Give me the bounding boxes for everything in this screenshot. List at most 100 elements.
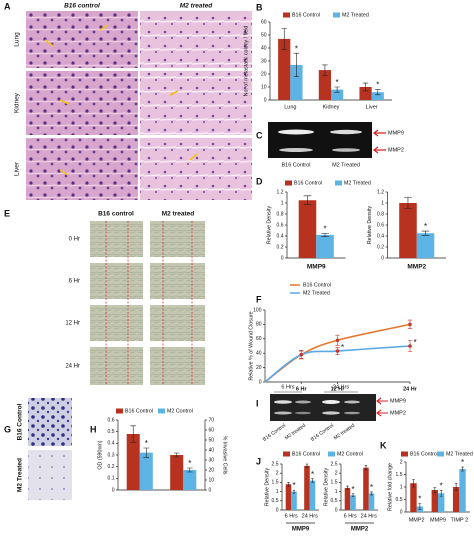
bar — [331, 89, 344, 100]
y-tick-label: 10 — [261, 84, 267, 90]
x-tick-label: Lung — [284, 104, 296, 110]
error-bar — [461, 466, 464, 472]
significance-mark: * — [311, 470, 314, 479]
x-tick-label: 24 Hrs — [302, 513, 318, 519]
row-label: 0 Hr — [69, 237, 80, 243]
column-header: M2 treated — [180, 3, 214, 10]
y-tick-label: 50 — [209, 437, 215, 443]
significance-mark: * — [413, 338, 416, 347]
group-label: MMP2 — [351, 527, 369, 533]
arrows — [373, 129, 386, 154]
bar — [368, 493, 375, 510]
row-label: Kidney — [14, 92, 21, 113]
column-header: B16 control — [64, 3, 100, 10]
y-tick-label: 0 — [335, 507, 338, 513]
significance-mark: * — [418, 495, 421, 504]
y-tick-label: 1 — [281, 200, 284, 206]
y-tick-label: 2 — [335, 471, 338, 477]
error-bar — [454, 482, 458, 492]
micrograph — [26, 11, 138, 68]
error-bar — [346, 485, 349, 491]
error-bar — [303, 195, 312, 205]
error-bar — [433, 487, 437, 493]
y-tick-label: 80 — [256, 322, 262, 328]
significance-mark: * — [341, 343, 344, 352]
error-bar — [292, 489, 296, 494]
scratch-lines — [105, 221, 193, 385]
error-bar — [293, 52, 300, 77]
row-label: 24 Hr — [65, 364, 80, 370]
marker — [335, 349, 340, 353]
y-tick-label: 40 — [256, 351, 262, 357]
band — [322, 411, 340, 415]
x-tick-label: MMP9 — [430, 517, 446, 523]
x-tick-label: 24 Hrs — [361, 513, 377, 519]
legend-label: M2 Control — [337, 451, 363, 457]
x-tick-label: 6 Hrs — [344, 513, 357, 519]
band — [274, 411, 292, 415]
y-tick-label: 0.4 — [277, 233, 284, 239]
legend-label: M2 Treated — [342, 12, 369, 18]
y-tick-label: 70 — [209, 417, 215, 423]
y-tick-label: 0.4 — [108, 441, 115, 447]
significance-mark: * — [461, 458, 464, 467]
y-axis-label: No. of metastatic colony / field — [243, 26, 249, 97]
panel-letter: F — [256, 294, 262, 304]
gel — [270, 394, 376, 421]
bar — [438, 493, 445, 512]
legend-swatch — [116, 408, 123, 414]
scratch-image — [90, 263, 143, 299]
legend-swatch — [283, 451, 290, 457]
y-tick-label: 30 — [209, 457, 215, 463]
scratch-image — [150, 263, 205, 299]
bar — [318, 70, 331, 100]
y-tick-label: 2 — [276, 471, 279, 477]
legend-swatch — [328, 451, 335, 457]
panel-letter: K — [380, 440, 387, 450]
x-tick-label: 12 Hr — [331, 386, 346, 392]
significance-mark: * — [292, 481, 295, 490]
panel-letter: C — [256, 130, 263, 140]
error-bar — [143, 447, 150, 458]
band-label: MMP9 — [390, 398, 406, 404]
time-label: 24 Hrs — [333, 384, 349, 390]
y-axis-label: Relative Density — [264, 468, 270, 507]
y-tick-label: 0.8 — [277, 211, 284, 217]
micrograph — [26, 138, 138, 200]
y-tick-label: 0.1 — [108, 476, 115, 482]
panel-letter: E — [4, 208, 10, 218]
legend-label: M2 Treated — [344, 180, 371, 186]
panel-letter: H — [90, 424, 97, 434]
lane-label: M2 treated — [333, 423, 356, 442]
significance-mark: * — [376, 81, 379, 90]
y-tick-label: 20 — [256, 365, 262, 371]
y-tick-label: 0 — [400, 509, 403, 515]
error-bar — [186, 467, 193, 473]
y-tick-label: 0 — [259, 379, 262, 385]
error-bar — [351, 493, 355, 498]
significance-mark: * — [323, 224, 326, 233]
row-label: Liver — [14, 161, 21, 176]
error-bar — [305, 463, 309, 468]
band — [332, 148, 360, 152]
error-bar — [130, 425, 137, 443]
y-tick-label: 0 — [112, 487, 115, 493]
row-label: M2 Treated — [17, 458, 24, 492]
row-label: Lung — [14, 32, 21, 47]
legend-swatch — [158, 408, 165, 414]
x-tick-label: MMP2 — [407, 264, 426, 271]
y-tick-label: 40 — [261, 45, 267, 51]
lane-label: M2 Treated — [332, 162, 360, 168]
y-tick-label: 50 — [261, 32, 267, 38]
error-bar — [362, 82, 369, 92]
micrographs-a — [26, 11, 252, 200]
y-axis-label: OD (590nm) — [97, 440, 103, 469]
legend-label: B16 Control — [292, 12, 320, 18]
column-header: M2 treated — [162, 211, 195, 218]
y-axis-label: Relative Density — [367, 206, 373, 245]
y-tick-label: 0.2 — [277, 244, 284, 250]
y-tick-label: 40 — [209, 447, 215, 453]
legend-swatch — [401, 451, 408, 457]
y-tick-label: 0.5 — [272, 498, 279, 504]
group-label: MMP9 — [292, 527, 310, 533]
